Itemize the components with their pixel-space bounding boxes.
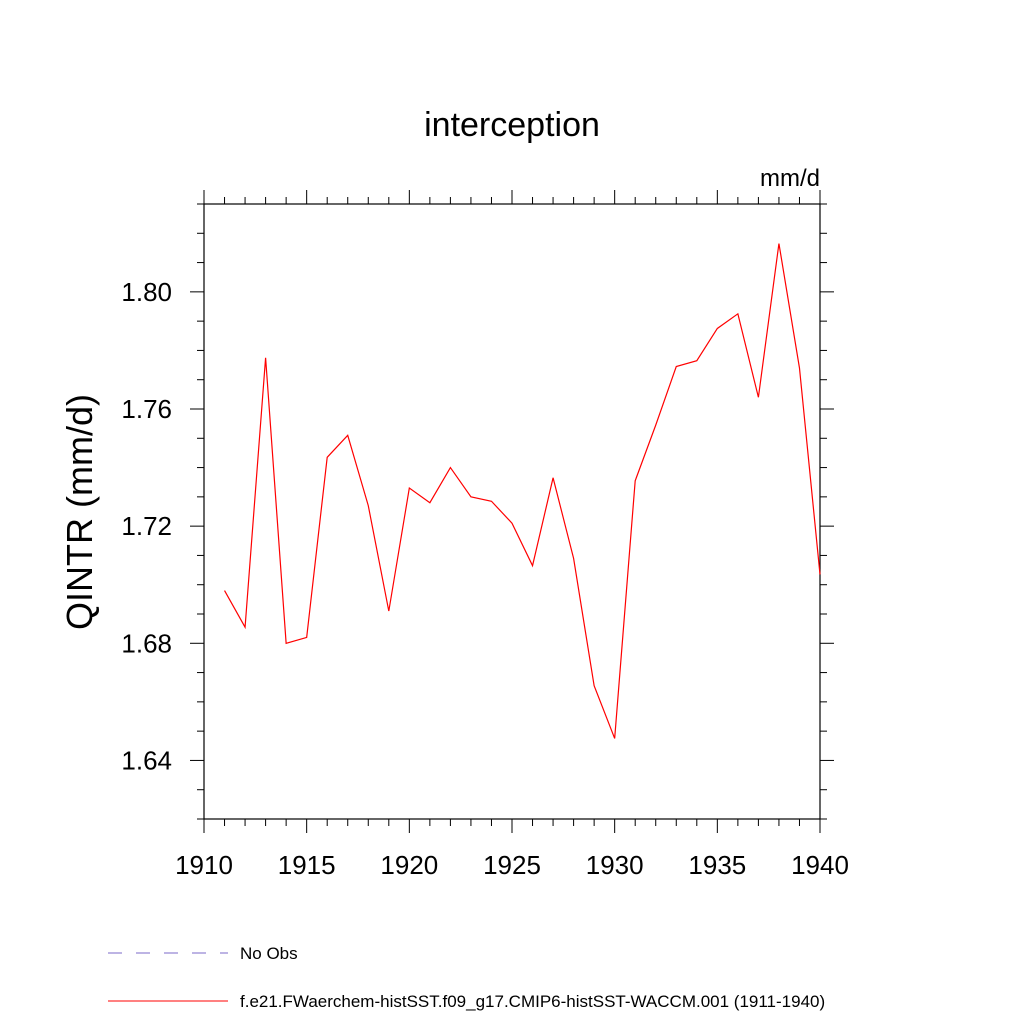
x-tick-label: 1925 bbox=[483, 850, 541, 880]
x-tick-label: 1920 bbox=[380, 850, 438, 880]
y-tick-label: 1.76 bbox=[121, 394, 172, 424]
legend-label: f.e21.FWaerchem-histSST.f09_g17.CMIP6-hi… bbox=[240, 992, 825, 1011]
axis-tick-labels: 1910 1915 1920 1925 1930 1935 1940 1.64 1.68 1.72… bbox=[121, 277, 849, 880]
x-tick-label: 1935 bbox=[688, 850, 746, 880]
y-tick-label: 1.68 bbox=[121, 628, 172, 658]
x-tick-label: 1910 bbox=[175, 850, 233, 880]
x-tick-label: 1940 bbox=[791, 850, 849, 880]
units-label: mm/d bbox=[760, 165, 820, 192]
legend-label: No Obs bbox=[240, 944, 298, 963]
y-tick-label: 1.64 bbox=[121, 745, 172, 775]
data-series bbox=[224, 243, 821, 739]
chart-title: interception bbox=[424, 106, 600, 144]
plot-frame bbox=[203, 203, 821, 820]
x-tick-label: 1930 bbox=[586, 850, 644, 880]
series-line bbox=[224, 243, 821, 739]
y-axis-label: QINTR (mm/d) bbox=[59, 394, 100, 630]
y-tick-label: 1.72 bbox=[121, 511, 172, 541]
legend: No Obs f.e21.FWaerchem-histSST.f09_g17.CM… bbox=[108, 944, 825, 1011]
x-tick-label: 1915 bbox=[278, 850, 336, 880]
y-tick-label: 1.80 bbox=[121, 277, 172, 307]
axis-ticks bbox=[190, 190, 834, 833]
